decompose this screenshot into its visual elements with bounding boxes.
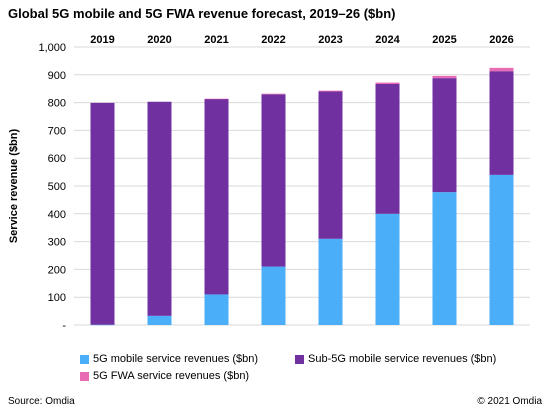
bar-segment — [261, 93, 286, 95]
legend-item-5g-fwa: 5G FWA service revenues ($bn) — [80, 370, 249, 382]
bar-segment — [90, 102, 115, 325]
y-tick-label: 800 — [48, 98, 66, 110]
y-tick-label: 100 — [48, 292, 66, 304]
bar-segment — [204, 98, 229, 295]
x-tick-label: 2022 — [261, 34, 285, 46]
bar-segment — [204, 294, 229, 325]
x-tick-label: 2019 — [90, 34, 114, 46]
legend-swatch — [295, 354, 304, 364]
chart-title: Global 5G mobile and 5G FWA revenue fore… — [8, 6, 396, 21]
legend-item-5g-mobile: 5G mobile service revenues ($bn) — [80, 353, 258, 365]
bar-segment — [432, 75, 457, 79]
y-tick-label: 1,000 — [38, 42, 66, 54]
legend-label: 5G FWA service revenues ($bn) — [93, 370, 250, 382]
bar-segment — [204, 98, 229, 100]
bar-segment — [432, 78, 457, 193]
legend-item-sub-5g-mobile: Sub-5G mobile service revenues ($bn) — [295, 353, 496, 365]
copyright-note: © 2021 Omdia — [477, 396, 542, 407]
x-tick-label: 2024 — [375, 34, 400, 46]
y-tick-label: 400 — [48, 209, 66, 221]
legend-label: 5G mobile service revenues ($bn) — [93, 353, 259, 365]
bar-segment — [489, 71, 514, 175]
y-tick-label: 300 — [48, 237, 66, 249]
x-tick-label: 2021 — [204, 34, 228, 46]
y-tick-label: - — [62, 320, 66, 332]
legend-label: Sub-5G mobile service revenues ($bn) — [308, 353, 497, 365]
legend-swatch — [80, 354, 89, 364]
legend-swatch — [80, 371, 89, 381]
x-tick-label: 2026 — [489, 34, 513, 46]
bar-segment — [318, 90, 343, 92]
y-tick-label: 900 — [48, 70, 66, 82]
y-tick-label: 700 — [48, 125, 66, 137]
bar-segment — [432, 192, 457, 325]
y-tick-label: 500 — [48, 181, 66, 193]
source-note: Source: Omdia — [8, 396, 75, 407]
bar-segment — [489, 67, 514, 72]
bar-segment — [375, 82, 400, 84]
bar-segment — [489, 174, 514, 325]
bar-segment — [375, 83, 400, 214]
x-tick-label: 2025 — [432, 34, 456, 46]
bar-segment — [261, 266, 286, 325]
y-tick-label: 200 — [48, 264, 66, 276]
y-tick-label: 600 — [48, 153, 66, 165]
x-tick-label: 2023 — [318, 34, 342, 46]
bar-segment — [318, 238, 343, 325]
bar-segment — [318, 91, 343, 239]
bar-segment — [90, 324, 115, 326]
x-tick-label: 2020 — [147, 34, 171, 46]
bar-segment — [375, 213, 400, 325]
bar-segment — [147, 315, 172, 325]
bar-segment — [147, 101, 172, 316]
bar-segment — [261, 94, 286, 267]
